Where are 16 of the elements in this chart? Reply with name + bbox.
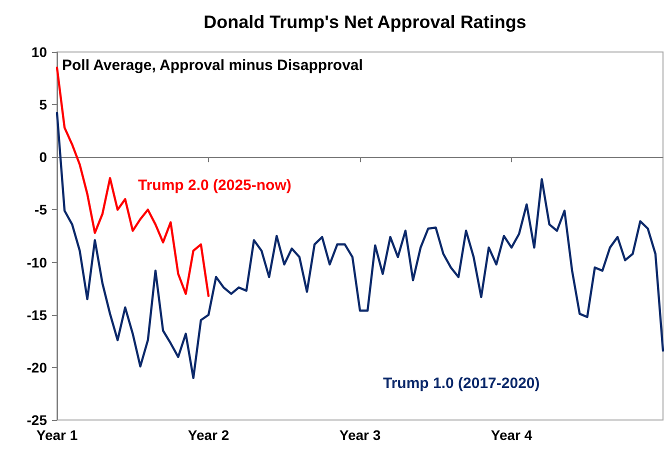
y-tick-label: 10 [31,44,48,60]
x-tick-label: Year 3 [339,427,381,443]
x-tick-label: Year 1 [36,427,78,443]
y-tick-label: 0 [39,149,48,166]
x-tick-label: Year 2 [188,427,230,443]
y-tick-label: 5 [39,96,48,113]
y-tick-label: -20 [26,359,48,376]
chart-title: Donald Trump's Net Approval Ratings [204,12,526,32]
series-label: Trump 2.0 (2025-now) [138,177,292,194]
x-tick-label: Year 4 [490,427,532,443]
annotation: Poll Average, Approval minus Disapproval [62,57,363,74]
y-tick-label: -10 [26,254,48,270]
text: Trump 1.0 (2017-2020) [383,375,540,392]
y-tick-label: -5 [34,202,48,218]
y-tick-label: -25 [26,412,48,428]
y-tick-label: -15 [26,306,48,323]
